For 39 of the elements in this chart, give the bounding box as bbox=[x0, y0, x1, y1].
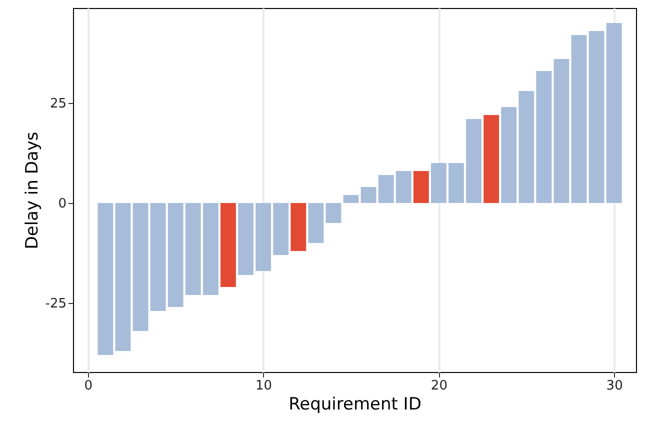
x-tick-label: 10 bbox=[256, 378, 272, 394]
bar bbox=[571, 35, 587, 203]
bar bbox=[256, 203, 272, 271]
bar bbox=[343, 195, 359, 203]
bar bbox=[290, 203, 306, 251]
bar bbox=[430, 163, 446, 203]
x-tick-label: 0 bbox=[84, 378, 93, 394]
bar bbox=[150, 203, 166, 311]
bar bbox=[518, 91, 534, 203]
bar bbox=[484, 115, 500, 203]
bar bbox=[308, 203, 324, 243]
y-tick-label: 25 bbox=[50, 96, 66, 112]
bar bbox=[168, 203, 184, 307]
bar bbox=[413, 171, 429, 203]
bar bbox=[202, 203, 218, 295]
bar bbox=[98, 203, 114, 355]
y-axis-title: Delay in Days bbox=[22, 132, 42, 250]
bar bbox=[588, 31, 604, 203]
bar bbox=[326, 203, 342, 223]
bar bbox=[238, 203, 254, 275]
x-axis-title: Requirement ID bbox=[288, 394, 422, 414]
bar bbox=[220, 203, 236, 287]
bar bbox=[448, 163, 464, 203]
y-tick-label: -25 bbox=[45, 296, 66, 312]
x-tick-label: 30 bbox=[606, 378, 623, 394]
bar bbox=[378, 175, 394, 203]
bar bbox=[115, 203, 131, 351]
bar bbox=[536, 71, 552, 203]
x-tick-label: 20 bbox=[430, 378, 448, 394]
bar bbox=[501, 107, 517, 203]
bar bbox=[606, 23, 622, 203]
bar bbox=[466, 119, 482, 203]
bar bbox=[360, 187, 376, 203]
bar bbox=[396, 171, 412, 203]
bar bbox=[554, 59, 570, 203]
bar bbox=[185, 203, 201, 295]
bar bbox=[132, 203, 148, 331]
bar bbox=[273, 203, 289, 255]
y-tick-label: 0 bbox=[58, 196, 66, 212]
